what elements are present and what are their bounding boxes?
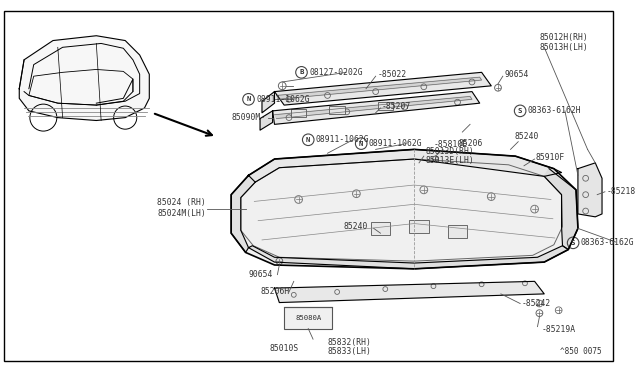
Text: S: S xyxy=(571,240,575,246)
Text: 85013E(LH): 85013E(LH) xyxy=(426,157,474,166)
Text: N: N xyxy=(246,96,251,102)
Text: 08127-0202G: 08127-0202G xyxy=(309,68,363,77)
Text: 85013H(LH): 85013H(LH) xyxy=(540,43,588,52)
Polygon shape xyxy=(248,246,568,269)
Text: N: N xyxy=(306,137,310,143)
Polygon shape xyxy=(231,150,578,269)
Bar xyxy=(448,225,467,238)
Bar xyxy=(378,102,393,110)
Text: 90654: 90654 xyxy=(505,70,529,79)
Polygon shape xyxy=(276,77,482,99)
Polygon shape xyxy=(544,169,578,250)
Polygon shape xyxy=(260,111,273,130)
Text: -85022: -85022 xyxy=(378,70,407,79)
Text: 85206H: 85206H xyxy=(260,288,289,296)
Text: -85242: -85242 xyxy=(522,299,551,308)
Text: 85024 (RH): 85024 (RH) xyxy=(157,198,206,207)
Text: -85219A: -85219A xyxy=(541,325,575,334)
Text: 85013D(RH): 85013D(RH) xyxy=(426,147,474,156)
Text: -85207: -85207 xyxy=(381,102,411,110)
Text: -85218: -85218 xyxy=(607,187,636,196)
Polygon shape xyxy=(248,150,561,182)
Text: 85240: 85240 xyxy=(515,132,539,141)
Text: 85012H(RH): 85012H(RH) xyxy=(540,33,588,42)
Polygon shape xyxy=(273,92,480,124)
Polygon shape xyxy=(275,96,472,119)
Text: 85024M(LH): 85024M(LH) xyxy=(157,209,206,218)
Bar xyxy=(371,222,390,235)
Text: 85090M-: 85090M- xyxy=(232,113,266,122)
Text: ^850 0075: ^850 0075 xyxy=(561,347,602,356)
Bar xyxy=(330,106,345,114)
Text: 08363-6162G: 08363-6162G xyxy=(581,238,634,247)
Text: 85206: 85206 xyxy=(458,139,483,148)
Text: 85240: 85240 xyxy=(344,222,368,231)
Text: 85910F: 85910F xyxy=(536,153,565,161)
Polygon shape xyxy=(231,176,255,253)
Text: -85810E: -85810E xyxy=(433,140,468,149)
Text: 85010S: 85010S xyxy=(269,344,299,353)
Bar xyxy=(410,220,429,233)
Text: S: S xyxy=(518,108,522,114)
Polygon shape xyxy=(578,163,602,217)
Polygon shape xyxy=(275,72,492,105)
Polygon shape xyxy=(262,92,275,113)
Text: N: N xyxy=(359,141,364,147)
Text: 08911-1062G: 08911-1062G xyxy=(369,139,422,148)
Bar xyxy=(291,109,307,117)
Bar xyxy=(284,307,332,328)
Text: 85832(RH): 85832(RH) xyxy=(328,337,371,347)
Text: 90654: 90654 xyxy=(248,270,273,279)
Text: B: B xyxy=(300,69,303,76)
Polygon shape xyxy=(275,281,544,302)
Text: 08911-1062G: 08911-1062G xyxy=(316,135,369,144)
Text: 85080A: 85080A xyxy=(295,315,321,321)
Text: 08363-6162H: 08363-6162H xyxy=(528,106,582,115)
Text: 85833(LH): 85833(LH) xyxy=(328,347,371,356)
Polygon shape xyxy=(19,36,149,121)
Text: 08911-1062G: 08911-1062G xyxy=(256,95,310,104)
